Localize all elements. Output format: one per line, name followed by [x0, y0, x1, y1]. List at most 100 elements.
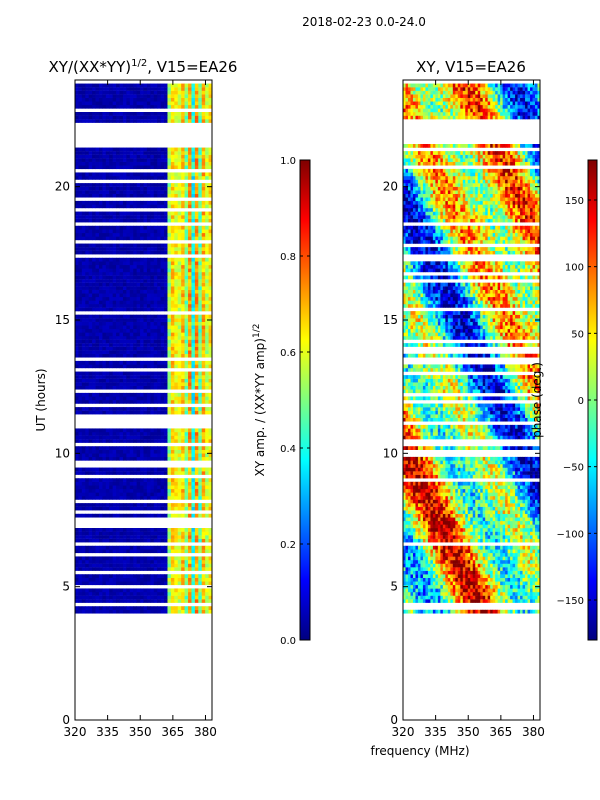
amplitude-heatmap-cell	[136, 595, 141, 600]
amplitude-heatmap-cell	[105, 119, 110, 123]
amplitude-heatmap-cell	[112, 115, 117, 120]
phase-heatmap-cell	[477, 584, 481, 589]
amplitude-heatmap-cell	[78, 183, 83, 187]
amplitude-heatmap-cell	[88, 325, 93, 330]
amplitude-heatmap-cell	[140, 83, 144, 88]
amplitude-heatmap-cell	[208, 332, 212, 337]
amplitude-heatmap-cell	[136, 158, 141, 162]
amplitude-heatmap-cell	[188, 407, 192, 411]
phase-heatmap-cell	[495, 574, 499, 578]
amplitude-heatmap-cell	[194, 87, 199, 91]
amplitude-heatmap-cell	[150, 396, 155, 401]
amplitude-heatmap-cell	[167, 531, 172, 536]
amplitude-heatmap-cell	[191, 478, 196, 482]
amplitude-heatmap-cell	[129, 83, 134, 88]
amplitude-heatmap-cell	[75, 563, 79, 568]
amplitude-heatmap-cell	[112, 574, 117, 578]
amplitude-heatmap-cell	[122, 225, 127, 230]
amplitude-heatmap-cell	[177, 147, 182, 152]
amplitude-heatmap-cell	[153, 83, 158, 88]
amplitude-heatmap-cell	[194, 261, 199, 266]
amplitude-heatmap-cell	[184, 606, 189, 610]
amplitude-heatmap-cell	[112, 545, 117, 550]
amplitude-heatmap-cell	[198, 488, 203, 493]
amplitude-heatmap-cell	[194, 346, 199, 351]
amplitude-heatmap-cell	[177, 83, 182, 88]
phase-heatmap-cell	[450, 609, 454, 614]
amplitude-heatmap-cell	[143, 229, 148, 234]
amplitude-heatmap-cell	[184, 407, 189, 411]
amplitude-heatmap-cell	[205, 275, 209, 280]
amplitude-heatmap-cell	[102, 101, 107, 106]
phase-heatmap-cell	[442, 609, 446, 614]
amplitude-heatmap-cell	[129, 304, 134, 308]
amplitude-heatmap-cell	[164, 147, 168, 152]
amplitude-heatmap-cell	[116, 428, 120, 433]
amplitude-heatmap-cell	[92, 609, 96, 614]
amplitude-heatmap-cell	[85, 535, 90, 539]
amplitude-heatmap-cell	[181, 186, 185, 191]
amplitude-heatmap-cell	[177, 503, 182, 507]
amplitude-heatmap-cell	[78, 350, 83, 354]
amplitude-heatmap-cell	[133, 104, 138, 109]
amplitude-heatmap-cell	[157, 229, 162, 234]
amplitude-heatmap-cell	[194, 453, 199, 458]
amplitude-heatmap-cell	[136, 378, 141, 383]
amplitude-heatmap-cell	[153, 104, 158, 109]
amplitude-heatmap-cell	[167, 609, 172, 614]
amplitude-heatmap-cell	[191, 513, 196, 518]
amplitude-heatmap-cell	[85, 289, 90, 294]
phase-heatmap-cell	[535, 592, 538, 596]
amplitude-heatmap-cell	[109, 275, 114, 280]
phase-heatmap-cell	[425, 588, 429, 593]
amplitude-heatmap-cell	[164, 385, 168, 390]
phase-heatmap-cell	[457, 609, 461, 614]
amplitude-heatmap-cell	[201, 218, 206, 223]
phase-heatmap-cell	[445, 609, 449, 614]
phase-heatmap-cell	[522, 599, 526, 603]
amplitude-heatmap-cell	[133, 321, 138, 326]
amplitude-heatmap-cell	[188, 382, 192, 386]
amplitude-heatmap-cell	[194, 432, 199, 436]
amplitude-heatmap-cell	[201, 336, 206, 340]
amplitude-heatmap-cell	[109, 531, 114, 536]
amplitude-heatmap-cell	[157, 378, 162, 383]
amplitude-heatmap-cell	[143, 190, 148, 194]
amplitude-heatmap-cell	[174, 225, 179, 230]
amplitude-heatmap-cell	[119, 506, 124, 511]
amplitude-heatmap-cell	[92, 289, 96, 294]
amplitude-heatmap-cell	[170, 446, 175, 450]
amplitude-heatmap-cell	[150, 318, 155, 322]
amplitude-heatmap-cell	[88, 172, 93, 177]
amplitude-heatmap-cell	[109, 151, 114, 155]
amplitude-heatmap-cell	[146, 378, 151, 383]
amplitude-heatmap-cell	[146, 453, 151, 458]
amplitude-heatmap-cell	[92, 193, 96, 198]
amplitude-title-superscript: 1/2	[131, 58, 147, 69]
amplitude-heatmap-cell	[160, 545, 165, 550]
amplitude-heatmap-cell	[105, 563, 110, 568]
amplitude-heatmap-cell	[78, 343, 83, 347]
amplitude-heatmap-cell	[201, 503, 206, 507]
amplitude-heatmap-cell	[140, 247, 144, 251]
amplitude-heatmap-cell	[122, 204, 127, 209]
amplitude-heatmap-cell	[78, 282, 83, 287]
amplitude-heatmap-cell	[88, 275, 93, 280]
amplitude-heatmap-cell	[160, 186, 165, 191]
phase-heatmap-cell	[420, 588, 424, 593]
amplitude-heatmap-cell	[188, 606, 192, 610]
amplitude-heatmap-cell	[102, 577, 107, 582]
amplitude-heatmap-cell	[177, 243, 182, 248]
amplitude-heatmap-cell	[75, 183, 79, 187]
amplitude-heatmap-cell	[119, 104, 124, 109]
amplitude-heatmap-cell	[150, 577, 155, 582]
amplitude-heatmap-cell	[146, 232, 151, 237]
amplitude-heatmap-cell	[102, 236, 107, 241]
amplitude-heatmap-cell	[136, 471, 141, 475]
amplitude-heatmap-cell	[105, 556, 110, 561]
amplitude-heatmap-cell	[146, 350, 151, 354]
amplitude-heatmap-cell	[208, 193, 212, 198]
phase-heatmap-cell	[412, 574, 416, 578]
amplitude-heatmap-cell	[177, 606, 182, 610]
amplitude-heatmap-cell	[157, 556, 162, 561]
